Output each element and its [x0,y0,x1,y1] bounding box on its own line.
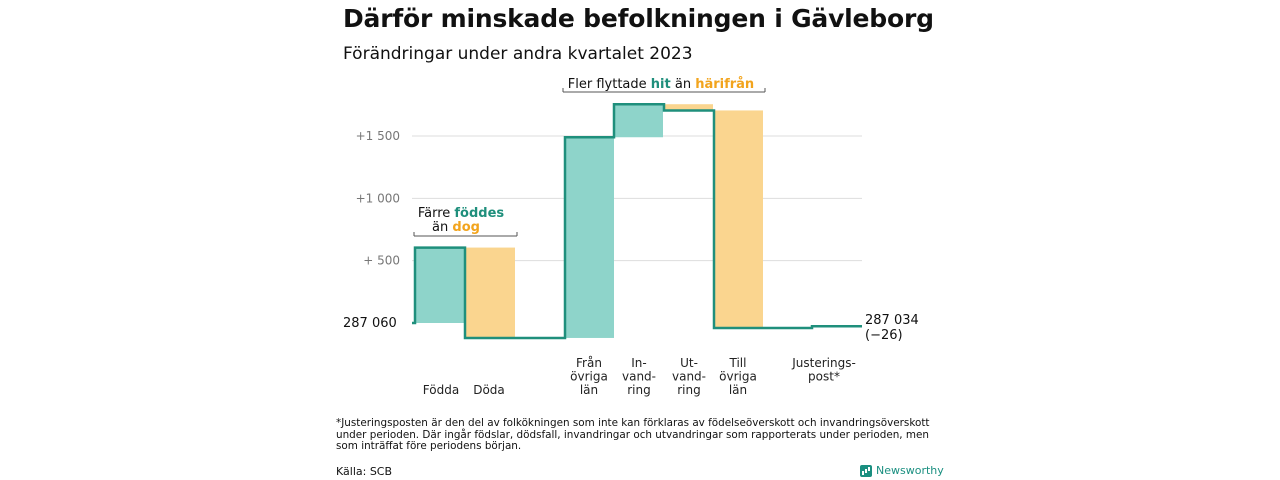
end-change-label: (−26) [865,328,903,343]
category-label: Födda [423,383,459,397]
annotation-births-deaths-line1: Färre föddes [418,206,505,221]
category-label: ring [677,383,701,397]
annotation-part: än [432,220,452,235]
bar-5 [714,110,763,328]
annotation-part: hit [651,77,671,92]
annotation-part: föddes [454,206,504,221]
brand-logo: Newsworthy [860,464,944,477]
end-value-label: 287 034 [865,313,919,328]
y-tick-label: +1 500 [356,129,400,143]
category-label: Ut- [680,356,698,370]
category-label: län [729,383,747,397]
category-label: vand- [672,370,706,384]
annotation-part: än [671,77,695,92]
annotation-part: dog [452,220,480,235]
bar-0 [415,247,464,323]
bar-3 [614,104,663,138]
newsworthy-icon [860,464,872,477]
y-tick-label: +1 000 [356,191,400,205]
category-label: In- [631,356,646,370]
bar-2 [565,137,614,338]
category-label: län [580,383,598,397]
annotation-part: Färre [418,206,455,221]
category-label: Till [729,356,747,370]
start-value-label: 287 060 [343,316,397,331]
bar-4 [664,104,713,111]
category-label: ring [627,383,651,397]
annotation-part: härifrån [695,77,754,92]
bar-1 [465,247,515,338]
category-label: post* [808,370,840,384]
category-label: övriga [570,370,608,384]
annotation-births-deaths-line2: än dog [432,220,480,235]
brand-name: Newsworthy [876,464,944,477]
source-text: Källa: SCB [336,465,393,478]
category-label: övriga [719,370,757,384]
annotation-part: Fler flyttade [568,77,651,92]
cumulative-step-line [412,102,862,340]
chart-title: Därför minskade befolkningen i Gävleborg [343,4,934,33]
category-label: vand- [622,370,656,384]
chart-subtitle: Förändringar under andra kvartalet 2023 [343,44,693,64]
y-tick-label: + 500 [363,254,400,268]
footnote: *Justeringsposten är den del av folkökni… [336,417,930,452]
category-label: Justerings- [791,356,856,370]
annotation-migration: Fler flyttade hit än härifrån [568,77,754,92]
category-label: Döda [473,383,505,397]
category-label: Från [576,356,602,370]
